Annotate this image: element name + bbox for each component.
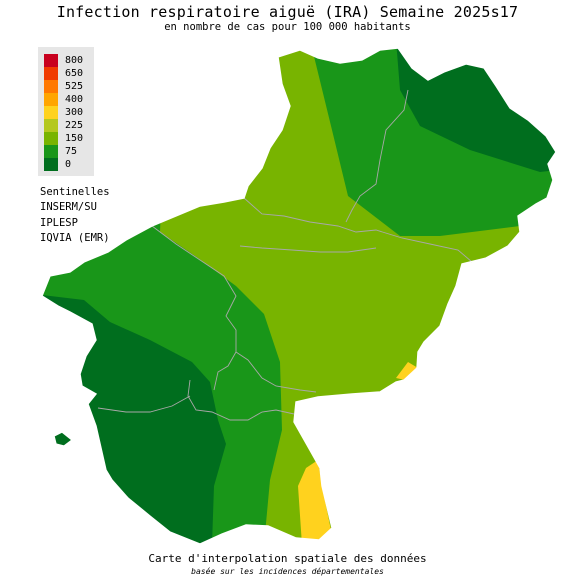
legend-swatch — [44, 80, 58, 93]
legend-swatch — [44, 93, 58, 106]
legend-swatch — [44, 158, 58, 171]
zone-south-elevated — [298, 460, 334, 544]
legend-swatch — [44, 54, 58, 67]
source-sentinelles: Sentinelles — [40, 186, 110, 198]
zone-northeast-low — [350, 48, 556, 172]
legend-item: 800 — [44, 54, 92, 67]
map-title: Infection respiratoire aiguë (IRA) Semai… — [56, 3, 519, 21]
legend-swatch — [44, 67, 58, 80]
legend-swatch — [44, 145, 58, 158]
legend-item: 225 — [44, 119, 92, 132]
legend-swatch — [44, 106, 58, 119]
legend-label: 650 — [65, 68, 84, 79]
legend-label: 0 — [65, 159, 72, 170]
legend-item: 150 — [44, 132, 92, 145]
footer-caption: Carte d'interpolation spatiale des donné… — [148, 552, 427, 565]
legend-item: 300 — [44, 106, 92, 119]
data-sources: Sentinelles INSERM/SU IPLESP IQVIA (EMR) — [40, 185, 110, 247]
legend-item: 400 — [44, 93, 92, 106]
legend-label: 800 — [65, 55, 84, 66]
map-subtitle: en nombre de cas pour 100 000 habitants — [164, 21, 411, 33]
legend-item: 75 — [44, 145, 92, 158]
legend-item: 0 — [44, 158, 92, 171]
source-inserm: INSERM/SU — [40, 201, 97, 214]
legend-item: 650 — [44, 67, 92, 80]
legend-label: 525 — [65, 81, 84, 92]
legend-swatch — [44, 132, 58, 145]
color-legend: 800 650 525 400 300 225 150 75 0 — [38, 47, 94, 176]
footer-subcaption: basée sur les incidences départementales — [191, 567, 384, 576]
legend-label: 75 — [65, 146, 78, 157]
department-borders — [97, 89, 473, 421]
legend-label: 225 — [65, 120, 84, 131]
source-iqvia: IQVIA (EMR) — [40, 232, 110, 245]
legend-label: 400 — [65, 94, 84, 105]
legend-label: 150 — [65, 133, 84, 144]
legend-item: 525 — [44, 80, 92, 93]
legend-label: 300 — [65, 107, 84, 118]
legend-swatch — [44, 119, 58, 132]
source-iplesp: IPLESP — [40, 216, 78, 229]
